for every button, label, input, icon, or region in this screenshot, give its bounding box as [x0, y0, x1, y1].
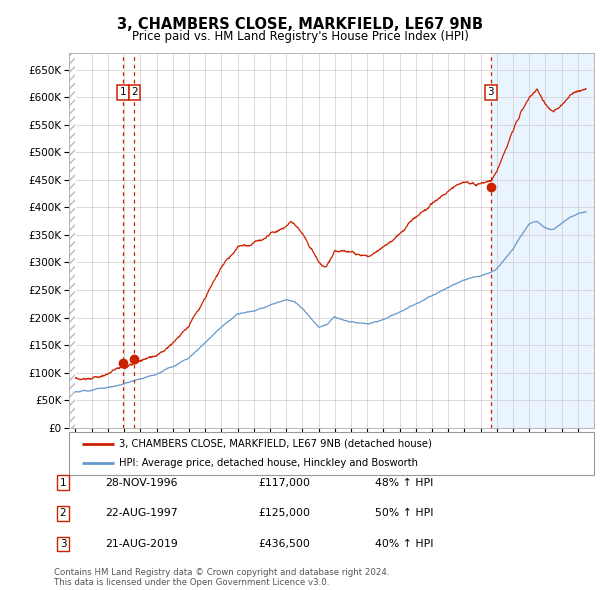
- Text: 3, CHAMBERS CLOSE, MARKFIELD, LE67 9NB: 3, CHAMBERS CLOSE, MARKFIELD, LE67 9NB: [117, 17, 483, 32]
- Text: Contains HM Land Registry data © Crown copyright and database right 2024.: Contains HM Land Registry data © Crown c…: [54, 568, 389, 577]
- Text: 3: 3: [488, 87, 494, 97]
- Text: Price paid vs. HM Land Registry's House Price Index (HPI): Price paid vs. HM Land Registry's House …: [131, 30, 469, 43]
- Bar: [69, 53, 76, 428]
- Text: 1: 1: [119, 87, 126, 97]
- Text: 3: 3: [59, 539, 67, 549]
- Bar: [69, 53, 76, 428]
- Text: 40% ↑ HPI: 40% ↑ HPI: [375, 539, 433, 549]
- Text: 21-AUG-2019: 21-AUG-2019: [105, 539, 178, 549]
- Text: £125,000: £125,000: [258, 509, 310, 518]
- Text: 2: 2: [59, 509, 67, 518]
- Text: 22-AUG-1997: 22-AUG-1997: [105, 509, 178, 518]
- Text: 3, CHAMBERS CLOSE, MARKFIELD, LE67 9NB (detached house): 3, CHAMBERS CLOSE, MARKFIELD, LE67 9NB (…: [119, 439, 432, 449]
- Text: £436,500: £436,500: [258, 539, 310, 549]
- Text: £117,000: £117,000: [258, 478, 310, 487]
- Text: HPI: Average price, detached house, Hinckley and Bosworth: HPI: Average price, detached house, Hinc…: [119, 458, 418, 468]
- Text: 28-NOV-1996: 28-NOV-1996: [105, 478, 178, 487]
- FancyBboxPatch shape: [69, 432, 594, 475]
- Text: 1: 1: [59, 478, 67, 487]
- Bar: [491, 53, 594, 428]
- Text: 50% ↑ HPI: 50% ↑ HPI: [375, 509, 433, 518]
- Text: 48% ↑ HPI: 48% ↑ HPI: [375, 478, 433, 487]
- Text: 2: 2: [131, 87, 138, 97]
- Text: This data is licensed under the Open Government Licence v3.0.: This data is licensed under the Open Gov…: [54, 578, 329, 588]
